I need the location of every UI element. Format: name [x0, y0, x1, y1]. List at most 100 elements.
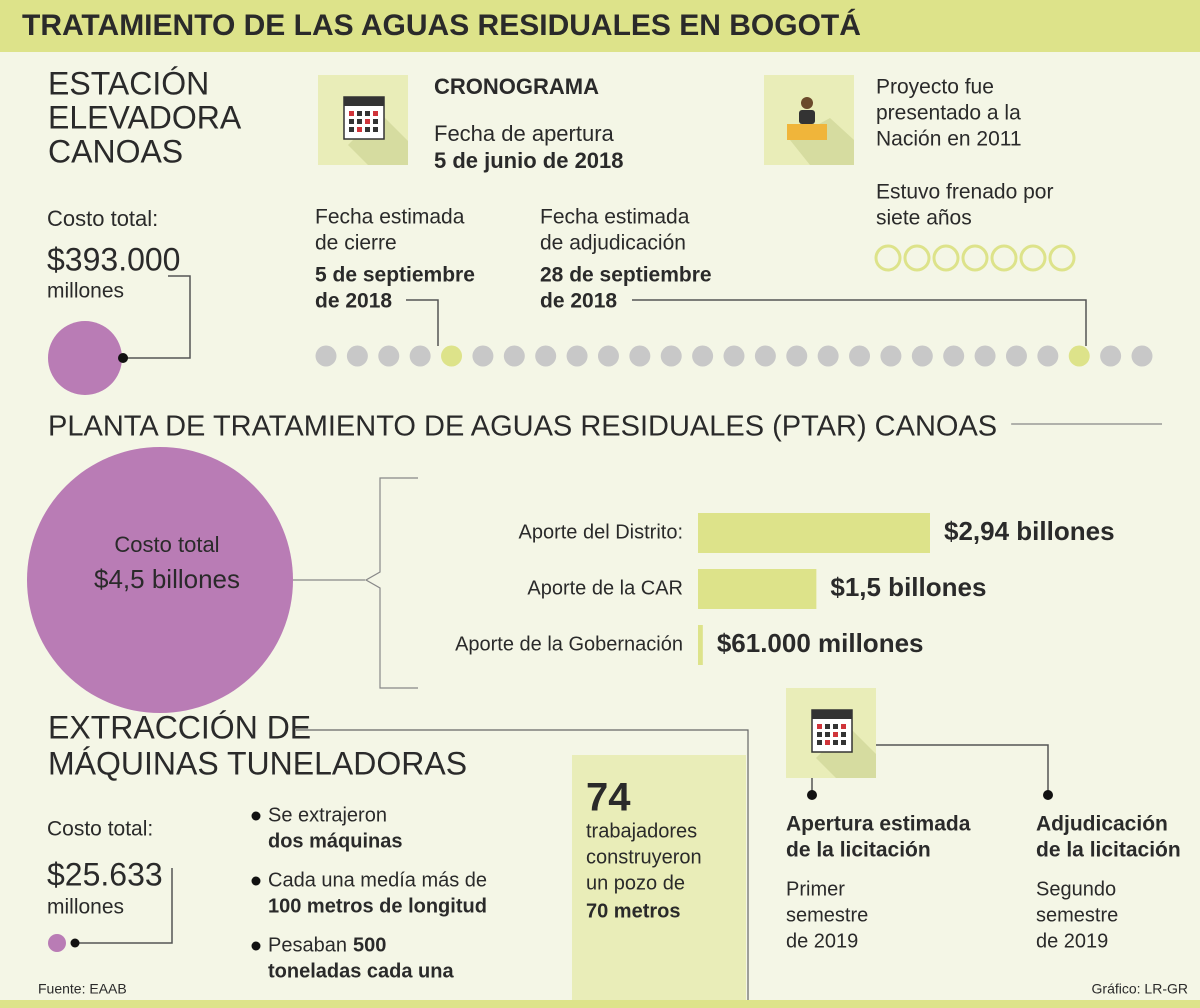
bullet-dot	[251, 941, 261, 951]
cost-unit: millones	[47, 896, 124, 919]
icon-cell	[373, 119, 378, 124]
icon-cell	[833, 740, 838, 745]
section-title: CANOAS	[48, 133, 183, 169]
tender-detail: semestre	[1036, 904, 1118, 926]
timeline-dot	[723, 345, 745, 367]
date-value: 28 de septiembre	[540, 264, 712, 287]
page-title: TRATAMIENTO DE LAS AGUAS RESIDUALES EN B…	[22, 8, 861, 42]
icon-cell	[357, 111, 362, 116]
date-label: Fecha estimada	[540, 206, 690, 229]
section-title: ELEVADORA	[48, 99, 242, 135]
header-band	[0, 0, 1200, 52]
timeline-dot	[911, 345, 933, 367]
date-value: 5 de septiembre	[315, 264, 475, 287]
connector-dot	[1043, 790, 1053, 800]
connector	[75, 868, 173, 944]
icon-speaker-body	[799, 110, 815, 124]
credit: Gráfico: LR-GR	[1092, 981, 1188, 997]
year-circle	[1048, 244, 1076, 272]
icon-cell	[373, 111, 378, 116]
tender-detail: Segundo	[1036, 878, 1116, 900]
timeline-dot	[1100, 345, 1122, 367]
icon-cell	[349, 119, 354, 124]
timeline-dot	[441, 345, 463, 367]
icon-calendar-top	[812, 710, 852, 719]
year-circle	[990, 244, 1018, 272]
cost-unit: millones	[47, 280, 124, 303]
bar-value: $61.000 millones	[717, 628, 924, 658]
timeline-dot	[849, 345, 871, 367]
icon-cell	[841, 732, 846, 737]
year-circle	[903, 244, 931, 272]
tender-title: de la licitación	[1036, 839, 1181, 862]
timeline-dot	[660, 345, 682, 367]
timeline-dot	[346, 345, 368, 367]
bullet-text: toneladas cada una	[268, 960, 454, 982]
icon-cell	[349, 127, 354, 132]
schedule-title: CRONOGRAMA	[434, 74, 599, 99]
footer-band	[0, 1000, 1200, 1008]
workers-number: 74	[586, 776, 631, 820]
icon-cell	[825, 724, 830, 729]
date-value: 5 de junio de 2018	[434, 148, 624, 173]
icon-calendar-top	[344, 97, 384, 106]
timeline-dot	[1005, 345, 1027, 367]
timeline-dot	[692, 345, 714, 367]
icon-cell	[817, 740, 822, 745]
icon-speaker-head	[801, 97, 813, 109]
year-circle	[961, 244, 989, 272]
tender-detail: de 2019	[1036, 930, 1108, 952]
bullet-text: Se extrajeron	[268, 804, 387, 826]
bar	[698, 569, 817, 609]
section-title: MÁQUINAS TUNELADORAS	[48, 745, 467, 781]
bracket	[364, 477, 418, 689]
project-note: presentado a la	[876, 102, 1021, 125]
source: Fuente: EAAB	[38, 981, 127, 997]
timeline-dot	[1131, 345, 1153, 367]
timeline-dot	[629, 345, 651, 367]
bar-label: Aporte de la Gobernación	[455, 633, 683, 655]
timeline-dot	[566, 345, 588, 367]
year-circle	[874, 244, 902, 272]
timeline-dot	[880, 345, 902, 367]
project-note: Estuvo frenado por	[876, 181, 1053, 204]
bullet-text: dos máquinas	[268, 830, 402, 852]
bullet-dot	[251, 811, 261, 821]
section-title: EXTRACCIÓN DE	[48, 709, 311, 745]
timeline-dot	[378, 345, 400, 367]
timeline-dot	[535, 345, 557, 367]
date-label: Fecha estimada	[315, 206, 465, 229]
bar-value: $2,94 billones	[944, 516, 1115, 546]
section-title: ESTACIÓN	[48, 65, 209, 101]
cost-label: Costo total:	[47, 206, 158, 231]
connector	[296, 729, 749, 1000]
bullet-text: Pesaban	[268, 934, 347, 956]
bullet-dot	[251, 876, 261, 886]
project-note: Nación en 2011	[876, 128, 1022, 151]
workers-box	[572, 755, 746, 1000]
icon-cell	[373, 127, 378, 132]
workers-text: construyeron	[586, 846, 702, 868]
date-value: de 2018	[540, 290, 617, 313]
tender-title: Adjudicación	[1036, 813, 1168, 836]
cost-circle	[27, 447, 293, 713]
workers-text: trabajadores	[586, 820, 697, 842]
icon-cell	[841, 740, 846, 745]
timeline-dot	[754, 345, 776, 367]
tender-detail: de 2019	[786, 930, 858, 952]
bar-label: Aporte de la CAR	[527, 577, 683, 599]
bullet-text: 500	[353, 934, 386, 956]
project-note: Proyecto fue	[876, 76, 994, 99]
icon-cell	[817, 732, 822, 737]
icon-cell	[365, 111, 370, 116]
icon-cell	[841, 724, 846, 729]
icon-cell	[833, 732, 838, 737]
date-label: de adjudicación	[540, 232, 686, 255]
icon-podium	[787, 124, 827, 140]
icon-shadow	[790, 118, 854, 165]
icon-cell	[825, 740, 830, 745]
icon-cell	[817, 724, 822, 729]
timeline-dot	[974, 345, 996, 367]
icon-cell	[357, 119, 362, 124]
